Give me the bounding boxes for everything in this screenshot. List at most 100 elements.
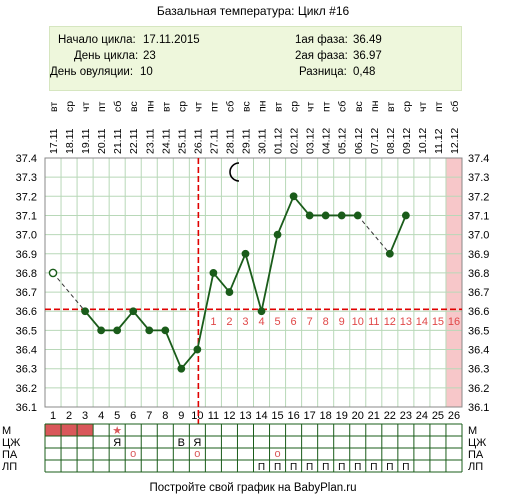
- temperature-point: [129, 307, 138, 316]
- date-label: 06.12: [353, 128, 365, 154]
- cycle-day-label: День цикла:: [74, 50, 139, 62]
- day-number: 19: [336, 410, 348, 422]
- day-number: 24: [416, 410, 428, 422]
- date-label: 03.12: [305, 128, 317, 154]
- row-label-right: ЛП: [468, 461, 483, 473]
- temperature-point: [321, 211, 330, 220]
- luteal-day-number: 12: [384, 316, 396, 328]
- row-label-left: ЛП: [2, 461, 17, 473]
- lp-mark: П: [322, 462, 329, 473]
- y-tick-label-right: 37.2: [468, 191, 489, 203]
- date-label: 17.11: [48, 128, 60, 154]
- lp-mark: П: [370, 462, 377, 473]
- date-label: 27.11: [208, 128, 220, 154]
- luteal-day-number: 14: [416, 316, 428, 328]
- temperature-point: [337, 211, 346, 220]
- luteal-day-number: 2: [226, 316, 232, 328]
- weekday-label: пн: [144, 100, 156, 112]
- temperature-point: [289, 192, 298, 201]
- y-tick-label-right: 36.3: [468, 364, 489, 376]
- day-number: 14: [255, 410, 267, 422]
- temperature-point-excluded: [48, 268, 58, 278]
- y-tick-label-right: 36.2: [468, 383, 489, 395]
- temperature-segment: [244, 253, 263, 312]
- date-label: 01.12: [273, 128, 285, 154]
- cycle-info-panel: [49, 26, 462, 91]
- luteal-day-number: 11: [368, 316, 379, 328]
- temperature-segment: [212, 272, 231, 293]
- temperature-segment: [276, 195, 295, 235]
- lp-mark: П: [258, 462, 265, 473]
- star-icon: ★: [112, 425, 122, 437]
- day-number: 1: [50, 410, 56, 422]
- temperature-point: [305, 211, 314, 220]
- weekday-label: ср: [401, 101, 413, 112]
- temperature-point: [401, 211, 410, 220]
- y-tick-label-left: 36.5: [16, 325, 37, 337]
- row-label-left: ЦЖ: [2, 437, 20, 449]
- date-label: 11.12: [433, 128, 445, 154]
- date-label: 26.11: [192, 128, 204, 154]
- weekday-label: сб: [449, 101, 461, 112]
- date-label: 23.11: [144, 128, 156, 154]
- plot-frame: [44, 157, 463, 408]
- temperature-point: [177, 364, 186, 373]
- phase1-value: 36.49: [353, 34, 382, 46]
- cervical-mucus-mark: В: [178, 437, 185, 449]
- weekday-label: чт: [192, 102, 204, 112]
- temperature-segment: [357, 215, 391, 255]
- date-label: 21.11: [112, 128, 124, 154]
- luteal-day-number: 16: [448, 316, 460, 328]
- temperature-point: [145, 326, 154, 335]
- weekday-label: пн: [257, 100, 269, 112]
- temperature-segment: [52, 272, 86, 312]
- weekday-label: сб: [224, 101, 236, 112]
- temperature-point: [193, 345, 202, 354]
- day-number: 12: [223, 410, 235, 422]
- day-number: 5: [114, 410, 120, 422]
- pa-mark: о: [194, 448, 200, 460]
- date-label: 05.12: [337, 128, 349, 154]
- day-number: 16: [287, 410, 299, 422]
- date-label: 19.11: [80, 128, 92, 154]
- lp-mark: П: [290, 462, 297, 473]
- y-tick-label-left: 37.3: [16, 172, 37, 184]
- weekday-label: пт: [96, 101, 108, 112]
- footer-link[interactable]: Постройте свой график на BabyPlan.ru: [149, 482, 357, 494]
- y-tick-label-right: 36.1: [468, 402, 489, 414]
- temperature-point: [353, 211, 362, 220]
- date-label: 30.11: [257, 128, 269, 154]
- temperature-point: [273, 230, 282, 239]
- y-tick-label-left: 36.1: [16, 402, 37, 414]
- cervical-mucus-mark: Я: [113, 437, 121, 449]
- row-label-left: М: [2, 425, 11, 437]
- chart-title: Базальная температура: Цикл #16: [156, 4, 350, 18]
- highlight-column: [445, 158, 462, 407]
- y-tick-label-left: 36.4: [16, 345, 37, 357]
- temperature-segment: [84, 310, 102, 331]
- day-number: 18: [320, 410, 332, 422]
- date-label: 12.12: [449, 128, 461, 154]
- weekday-label: сб: [112, 101, 124, 112]
- temperature-segment: [180, 348, 199, 370]
- day-number: 26: [448, 410, 460, 422]
- y-tick-label-right: 36.4: [468, 345, 489, 357]
- pa-mark: о: [130, 448, 136, 460]
- luteal-day-number: 4: [258, 316, 264, 328]
- temperature-segment: [116, 310, 134, 331]
- cycle-start-value: 17.11.2015: [143, 34, 200, 46]
- day-number: 2: [66, 410, 72, 422]
- y-tick-label-left: 36.2: [16, 383, 37, 395]
- cervical-mucus-mark: Я: [193, 437, 201, 449]
- lp-mark: П: [338, 462, 345, 473]
- y-tick-label-right: 37.1: [468, 210, 489, 222]
- temperature-segment: [228, 253, 247, 293]
- y-tick-label-left: 37.0: [16, 230, 37, 242]
- y-tick-label-left: 36.9: [16, 249, 37, 261]
- y-tick-label-right: 37.4: [468, 153, 489, 165]
- temperature-point: [209, 269, 218, 277]
- row-label-right: ПА: [468, 449, 484, 461]
- lp-mark: П: [306, 462, 313, 473]
- luteal-day-number: 3: [242, 316, 248, 328]
- luteal-day-number: 15: [432, 316, 444, 328]
